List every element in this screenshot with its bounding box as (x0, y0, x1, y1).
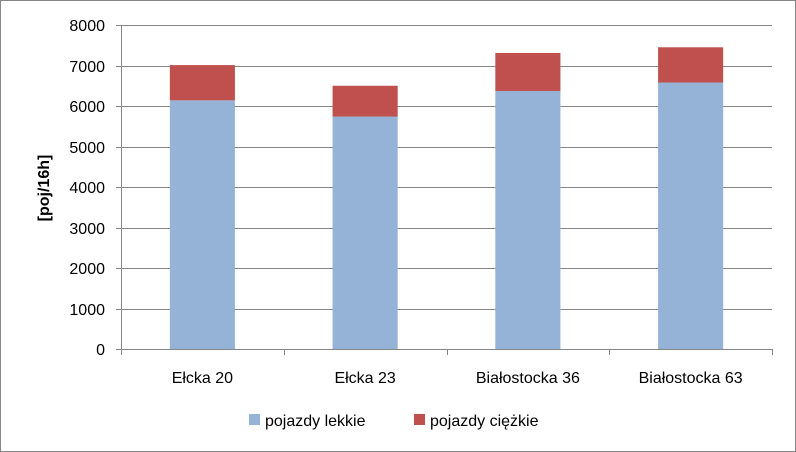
y-tick-label: 1000 (69, 302, 105, 319)
bar-pojazdy-lekkie (169, 100, 235, 349)
bar-pojazdy-lekkie (658, 82, 724, 349)
bar-pojazdy-ciężkie (332, 85, 398, 117)
legend-label: pojazdy lekkie (265, 413, 366, 430)
x-tick-label: Ełcka 23 (334, 370, 395, 387)
bar-pojazdy-lekkie (495, 91, 561, 349)
bar-pojazdy-lekkie (332, 116, 398, 349)
y-tick-labels: 0 1000 2000 3000 4000 5000 6000 7000 8000 (69, 18, 105, 359)
x-tick-label: Białostocka 63 (639, 370, 743, 387)
axes (116, 25, 773, 355)
x-tick-label: Białostocka 36 (476, 370, 580, 387)
legend: pojazdy lekkie pojazdy ciężkie (249, 413, 539, 430)
y-tick-label: 8000 (69, 18, 105, 35)
y-tick-label: 0 (96, 342, 105, 359)
y-tick-label: 7000 (69, 59, 105, 76)
y-tick-label: 6000 (69, 99, 105, 116)
bar-pojazdy-ciężkie (495, 52, 561, 92)
bar-pojazdy-ciężkie (169, 65, 235, 101)
x-tick-labels: Ełcka 20 Ełcka 23 Białostocka 36 Białostock… (172, 370, 743, 387)
y-tick-label: 4000 (69, 180, 105, 197)
legend-swatch (414, 414, 425, 425)
y-tick-label: 5000 (69, 140, 105, 157)
bar-pojazdy-ciężkie (658, 47, 724, 83)
bars (169, 47, 724, 349)
y-tick-label: 3000 (69, 221, 105, 238)
legend-swatch (249, 414, 260, 425)
y-tick-label: 2000 (69, 261, 105, 278)
x-tick-label: Ełcka 20 (172, 370, 233, 387)
y-axis-label: [poj/16h] (36, 155, 53, 222)
legend-label: pojazdy ciężkie (430, 413, 539, 430)
